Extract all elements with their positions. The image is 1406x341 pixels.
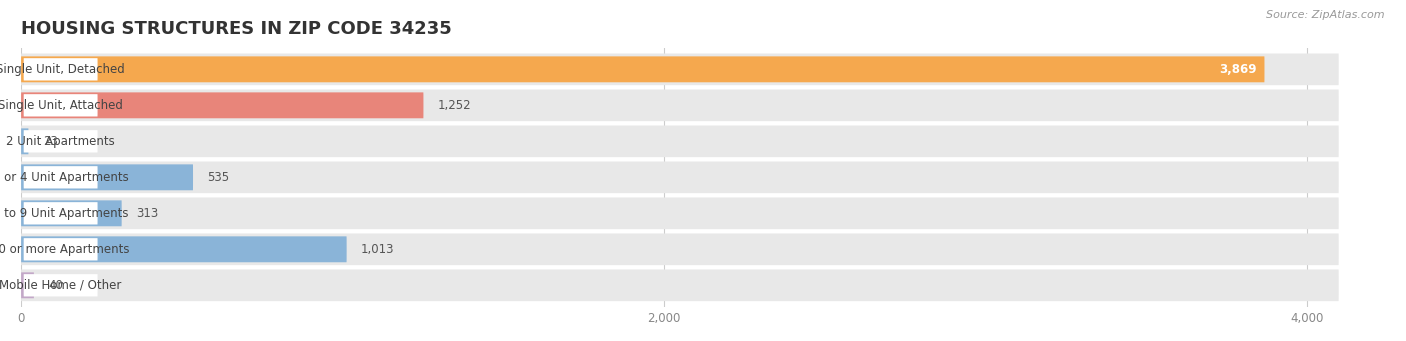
FancyBboxPatch shape [21,272,34,298]
FancyBboxPatch shape [21,269,1339,301]
FancyBboxPatch shape [21,54,1339,85]
FancyBboxPatch shape [24,130,97,152]
Text: HOUSING STRUCTURES IN ZIP CODE 34235: HOUSING STRUCTURES IN ZIP CODE 34235 [21,20,451,38]
Text: 535: 535 [208,171,229,184]
Text: 1,013: 1,013 [361,243,395,256]
Text: Single Unit, Detached: Single Unit, Detached [0,63,125,76]
Text: 3 or 4 Unit Apartments: 3 or 4 Unit Apartments [0,171,128,184]
FancyBboxPatch shape [24,94,97,117]
Text: 5 to 9 Unit Apartments: 5 to 9 Unit Apartments [0,207,128,220]
FancyBboxPatch shape [21,162,1339,193]
FancyBboxPatch shape [21,201,122,226]
FancyBboxPatch shape [21,234,1339,265]
FancyBboxPatch shape [21,164,193,190]
FancyBboxPatch shape [24,202,97,224]
Text: Mobile Home / Other: Mobile Home / Other [0,279,122,292]
FancyBboxPatch shape [21,197,1339,229]
FancyBboxPatch shape [21,236,347,262]
FancyBboxPatch shape [21,56,1264,82]
Text: 23: 23 [44,135,58,148]
Text: Single Unit, Attached: Single Unit, Attached [0,99,124,112]
FancyBboxPatch shape [21,92,423,118]
Text: 3,869: 3,869 [1219,63,1257,76]
Text: Source: ZipAtlas.com: Source: ZipAtlas.com [1267,10,1385,20]
Text: 10 or more Apartments: 10 or more Apartments [0,243,129,256]
FancyBboxPatch shape [24,58,97,80]
FancyBboxPatch shape [21,89,1339,121]
FancyBboxPatch shape [24,238,97,261]
FancyBboxPatch shape [21,125,1339,157]
FancyBboxPatch shape [21,128,28,154]
FancyBboxPatch shape [24,274,97,296]
Text: 2 Unit Apartments: 2 Unit Apartments [6,135,115,148]
Text: 1,252: 1,252 [437,99,471,112]
Text: 313: 313 [136,207,159,220]
FancyBboxPatch shape [24,166,97,189]
Text: 40: 40 [48,279,63,292]
